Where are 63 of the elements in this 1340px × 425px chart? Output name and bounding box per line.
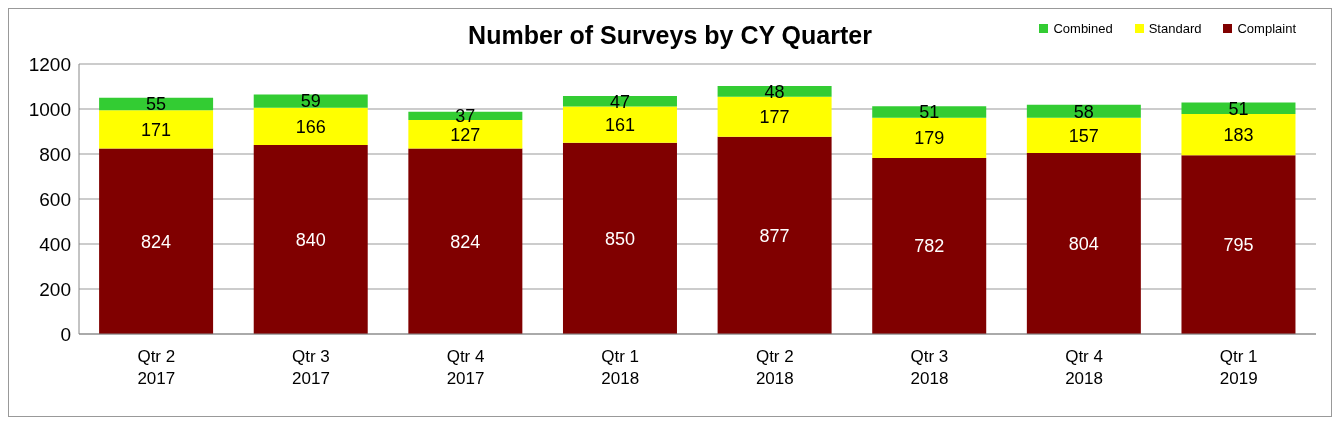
- y-tick-label: 800: [39, 143, 71, 165]
- bar: [562, 142, 677, 334]
- bar: [872, 158, 987, 334]
- data-label: 58: [1073, 101, 1094, 122]
- data-label: 804: [1068, 233, 1099, 254]
- data-label: 171: [141, 119, 172, 140]
- x-tick-label: Qtr 3 2017: [292, 347, 330, 388]
- y-tick-label: 600: [39, 188, 71, 210]
- bar: [408, 148, 523, 334]
- bar: [1026, 153, 1141, 334]
- bar: [99, 148, 214, 334]
- data-label: 782: [914, 236, 945, 257]
- data-label: 795: [1223, 234, 1254, 255]
- x-tick-label: Qtr 1 2018: [601, 347, 640, 388]
- x-tick-label: Qtr 4 2018: [1065, 347, 1103, 388]
- y-tick-label: 400: [39, 233, 71, 255]
- data-label: 850: [604, 228, 635, 249]
- bar: [872, 106, 987, 118]
- bar: [872, 117, 987, 159]
- data-label: 877: [759, 225, 790, 246]
- data-label: 55: [146, 94, 167, 115]
- bar: [253, 107, 368, 145]
- y-tick-label: 1000: [28, 98, 71, 120]
- data-label: 59: [300, 91, 321, 112]
- data-label: 127: [450, 124, 481, 145]
- data-label: 183: [1223, 124, 1254, 145]
- x-tick-label: Qtr 1 2019: [1219, 347, 1258, 388]
- bar: [717, 96, 832, 137]
- data-label: 824: [450, 231, 481, 252]
- data-label: 48: [764, 81, 785, 102]
- bar: [562, 106, 677, 143]
- bar: [253, 145, 368, 334]
- x-tick-label: Qtr 2 2018: [755, 347, 794, 388]
- data-label: 824: [141, 231, 172, 252]
- data-label: 161: [604, 115, 635, 136]
- x-tick-label: Qtr 3 2018: [910, 347, 949, 388]
- bar: [717, 86, 832, 97]
- bar: [99, 110, 214, 149]
- bar: [1181, 155, 1296, 334]
- bar: [562, 95, 677, 107]
- y-tick-label: 0: [60, 323, 71, 345]
- x-tick-label: Qtr 2 2017: [137, 347, 176, 388]
- data-label: 51: [1228, 98, 1249, 119]
- x-tick-label: Qtr 4 2017: [446, 347, 485, 388]
- data-label: 177: [759, 107, 790, 128]
- data-label: 840: [295, 229, 326, 250]
- legend-label: Standard: [1147, 21, 1202, 36]
- data-label: 157: [1068, 125, 1099, 146]
- bar: [717, 136, 832, 334]
- data-label: 47: [609, 91, 630, 112]
- bar: [408, 120, 523, 149]
- bar: [253, 94, 368, 108]
- bar: [1181, 113, 1296, 156]
- data-label: 51: [919, 102, 940, 123]
- bar: [1026, 117, 1141, 154]
- data-label: 179: [914, 128, 945, 149]
- y-tick-label: 1200: [28, 53, 71, 75]
- chart-title: Number of Surveys by CY Quarter: [468, 21, 872, 49]
- y-tick-label: 200: [39, 278, 71, 300]
- legend-label: Complaint: [1236, 21, 1296, 36]
- bar: [1181, 102, 1296, 114]
- legend-label: Combined: [1052, 21, 1113, 36]
- data-label: 166: [295, 116, 326, 137]
